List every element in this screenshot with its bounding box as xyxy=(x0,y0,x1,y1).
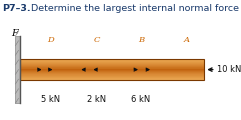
Text: 10 kN: 10 kN xyxy=(217,65,241,74)
Bar xyxy=(20,71,204,72)
Text: 6 kN: 6 kN xyxy=(131,95,151,103)
Bar xyxy=(20,62,204,63)
Text: F: F xyxy=(11,29,18,38)
Text: 2 kN: 2 kN xyxy=(87,95,106,103)
Text: 5 kN: 5 kN xyxy=(41,95,60,103)
Bar xyxy=(20,77,204,78)
Bar xyxy=(20,59,204,60)
Bar xyxy=(20,66,204,67)
Text: Determine the largest internal normal force in the bar.: Determine the largest internal normal fo… xyxy=(25,4,241,13)
Bar xyxy=(20,79,204,80)
Bar xyxy=(20,68,204,69)
Bar xyxy=(20,69,204,70)
Bar xyxy=(20,67,204,68)
Bar xyxy=(20,73,204,74)
Text: P7–3.: P7–3. xyxy=(2,4,31,13)
Bar xyxy=(20,61,204,62)
Bar xyxy=(20,63,204,64)
Bar xyxy=(20,70,204,71)
Bar xyxy=(20,76,204,77)
Bar xyxy=(20,75,204,76)
Bar xyxy=(20,65,204,66)
Bar xyxy=(20,74,204,75)
Text: B: B xyxy=(138,36,144,44)
Bar xyxy=(20,64,204,65)
Text: A: A xyxy=(184,36,190,44)
Bar xyxy=(20,72,204,73)
Bar xyxy=(15,36,20,103)
Bar xyxy=(20,78,204,79)
Bar xyxy=(20,60,204,61)
Bar xyxy=(20,61,204,62)
Text: D: D xyxy=(47,36,54,44)
Bar xyxy=(20,59,204,80)
Text: C: C xyxy=(93,36,100,44)
